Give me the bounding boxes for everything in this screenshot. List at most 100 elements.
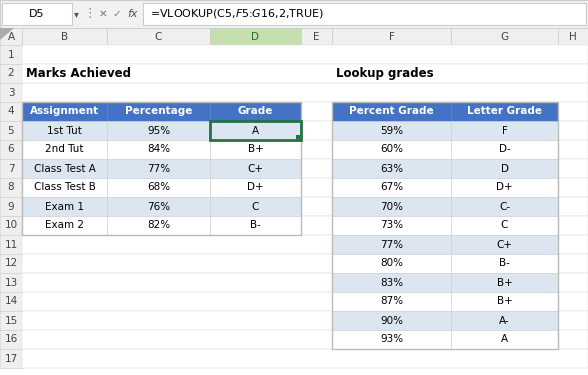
Text: B-: B- [499, 258, 510, 268]
Text: Grade: Grade [238, 106, 273, 117]
Bar [451, 216, 558, 235]
Bar [22, 197, 107, 216]
Bar [0, 197, 22, 216]
Text: D: D [500, 164, 509, 174]
Bar [332, 216, 451, 235]
Bar [0, 64, 22, 83]
Bar [332, 140, 451, 159]
Text: 68%: 68% [147, 183, 170, 192]
Bar [22, 311, 588, 330]
Text: 16: 16 [4, 334, 18, 345]
Text: D-: D- [499, 144, 510, 154]
Bar [210, 178, 301, 197]
Bar [0, 140, 22, 159]
Text: 77%: 77% [147, 164, 170, 174]
Bar [0, 102, 22, 121]
Bar [0, 254, 22, 273]
Bar [210, 121, 301, 140]
Bar [0, 83, 22, 102]
Bar [0, 178, 22, 197]
Bar [22, 102, 301, 235]
Bar [451, 273, 558, 292]
Text: G: G [500, 32, 509, 42]
Bar [0, 216, 22, 235]
Text: C+: C+ [248, 164, 263, 174]
Bar [451, 330, 558, 349]
Text: =VLOOKUP(C5,$F$5:$G$16,2,TRUE): =VLOOKUP(C5,$F$5:$G$16,2,TRUE) [150, 8, 324, 21]
Text: 2: 2 [8, 69, 14, 78]
Text: 11: 11 [4, 240, 18, 249]
Text: 13: 13 [4, 278, 18, 288]
Text: 84%: 84% [147, 144, 170, 154]
Bar [0, 28, 22, 45]
Bar [451, 121, 558, 140]
Text: C-: C- [499, 201, 510, 211]
Text: 12: 12 [4, 258, 18, 268]
Text: 6: 6 [8, 144, 14, 154]
Text: B-: B- [250, 220, 261, 231]
Text: 73%: 73% [380, 220, 403, 231]
Text: 90%: 90% [380, 315, 403, 326]
Bar [451, 28, 558, 45]
Text: B+: B+ [248, 144, 263, 154]
Text: 10: 10 [5, 220, 18, 231]
Bar [451, 102, 558, 121]
Bar [22, 64, 588, 83]
Text: A-: A- [499, 315, 510, 326]
Bar [22, 216, 107, 235]
Bar [210, 197, 301, 216]
Text: 7: 7 [8, 164, 14, 174]
Bar [451, 197, 558, 216]
Text: 14: 14 [4, 297, 18, 306]
Bar [22, 121, 107, 140]
Bar [210, 216, 301, 235]
Bar [22, 235, 588, 254]
Bar [22, 254, 588, 273]
Bar [0, 330, 22, 349]
Bar [332, 330, 451, 349]
Text: Letter Grade: Letter Grade [467, 106, 542, 117]
Bar [332, 273, 451, 292]
Bar [22, 102, 107, 121]
Bar [332, 121, 451, 140]
Bar [22, 178, 588, 197]
Text: ✕: ✕ [99, 9, 108, 19]
Bar [332, 292, 451, 311]
Bar [22, 159, 588, 178]
Text: 63%: 63% [380, 164, 403, 174]
Bar [451, 235, 558, 254]
Text: C+: C+ [496, 240, 513, 249]
Bar [210, 140, 301, 159]
Text: A: A [252, 126, 259, 135]
Bar [107, 216, 210, 235]
Bar [558, 28, 588, 45]
Bar [22, 45, 588, 64]
Text: 1st Tut: 1st Tut [47, 126, 82, 135]
Text: 95%: 95% [147, 126, 170, 135]
Text: B+: B+ [497, 297, 512, 306]
Text: ▾: ▾ [74, 9, 78, 19]
Text: 87%: 87% [380, 297, 403, 306]
Bar [22, 102, 588, 121]
Text: Percentage: Percentage [125, 106, 192, 117]
Bar [210, 102, 301, 121]
Text: 70%: 70% [380, 201, 403, 211]
Text: A: A [501, 334, 508, 345]
Text: 1: 1 [8, 50, 14, 60]
Bar [332, 311, 451, 330]
Bar [296, 135, 300, 139]
Text: A: A [8, 32, 15, 42]
Text: 8: 8 [8, 183, 14, 192]
Text: 5: 5 [8, 126, 14, 135]
Text: Assignment: Assignment [30, 106, 99, 117]
Text: B+: B+ [497, 278, 512, 288]
Text: Exam 2: Exam 2 [45, 220, 84, 231]
Text: 93%: 93% [380, 334, 403, 345]
Text: 77%: 77% [380, 240, 403, 249]
Text: C: C [155, 32, 162, 42]
Text: Class Test A: Class Test A [34, 164, 95, 174]
Bar [0, 121, 22, 140]
Bar [0, 273, 22, 292]
Bar [107, 178, 210, 197]
Bar [451, 254, 558, 273]
